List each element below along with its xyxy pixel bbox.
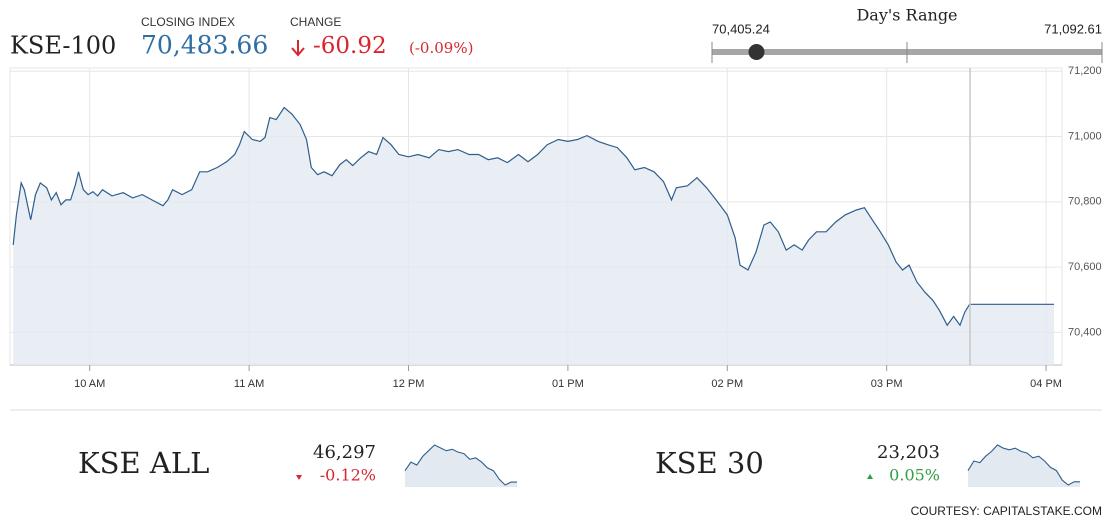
y-tick-label: 70,400 [1068, 326, 1102, 338]
x-tick-label: 04 PM [1030, 378, 1062, 390]
x-tick-label: 01 PM [552, 378, 584, 390]
y-tick-label: 70,800 [1068, 196, 1102, 208]
price-line [12, 106, 1054, 327]
kse-30-name: KSE 30 [655, 446, 764, 480]
sparkline-area [405, 445, 517, 487]
index-name: KSE-100 [10, 32, 116, 60]
change-value: -60.92 [313, 33, 387, 59]
change-percent: (-0.09%) [409, 39, 473, 57]
kse-all-change: -0.12% [320, 466, 376, 485]
sparkline [967, 444, 1080, 486]
x-tick-label: 02 PM [711, 378, 743, 390]
sparkline [404, 444, 517, 486]
down-arrow [291, 40, 305, 57]
down-triangle [296, 475, 302, 480]
footer: COURTESY: CAPITALSTAKE.COM [911, 504, 1102, 518]
range-low: 70,405.24 [712, 21, 770, 36]
kse-30-value: 23,203 [877, 442, 940, 463]
x-tick-label: 12 PM [393, 378, 425, 390]
change-caption: CHANGE [290, 15, 341, 29]
plot [12, 106, 1055, 365]
kse-30-change: 0.05% [889, 466, 940, 485]
up-triangle [867, 474, 873, 479]
sparkline-area [968, 445, 1080, 487]
sparklines [404, 444, 1080, 487]
range-title: Day's Range [856, 6, 957, 25]
kse-all-name: KSE ALL [78, 446, 209, 480]
range-dot-layer [748, 44, 765, 60]
y-tick-label: 70,600 [1068, 261, 1102, 273]
y-tick-label: 71,000 [1068, 130, 1102, 142]
x-tick-label: 10 AM [74, 378, 105, 390]
y-tick-label: 71,200 [1068, 65, 1102, 77]
closing-value: 70,483.66 [141, 31, 268, 60]
range-marker [748, 44, 765, 60]
x-tick-label: 03 PM [871, 378, 903, 390]
closing-caption: CLOSING INDEX [141, 15, 235, 29]
area-fill [13, 107, 1055, 365]
x-tick-label: 11 AM [234, 378, 264, 390]
range-high: 71,092.61 [1044, 21, 1102, 36]
kse-all-value: 46,297 [313, 442, 376, 463]
